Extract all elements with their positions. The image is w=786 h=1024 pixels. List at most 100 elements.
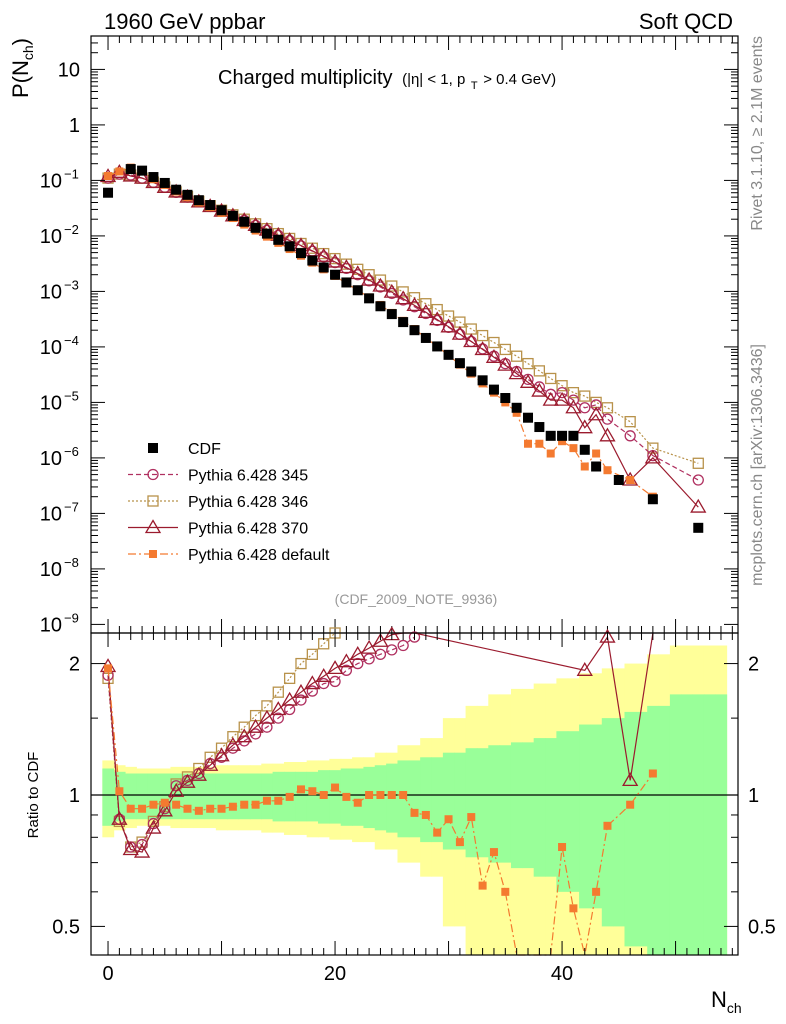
p345-point (556, 386, 568, 399)
legend-marker (149, 550, 157, 558)
p370-point (542, 391, 559, 406)
rdef-point (149, 800, 158, 809)
cdf-point (420, 332, 431, 343)
inner-band (545, 738, 557, 877)
p346-point (386, 280, 398, 292)
rdef-point (467, 813, 476, 822)
rdef-point (421, 810, 430, 819)
rdef-point (569, 904, 578, 913)
r346-point (283, 672, 296, 685)
inner-band (272, 771, 285, 822)
inner-band (624, 711, 637, 947)
y-tick-label: 10 (58, 59, 80, 81)
rdef-point (240, 800, 249, 809)
r345-point (386, 644, 398, 656)
rdef-point (172, 800, 181, 809)
legend-label: Pythia 6.428 346 (188, 494, 308, 511)
p346-point (397, 286, 409, 298)
plot-title: Charged multiplicity (|η| < 1, p T > 0.4… (218, 67, 556, 94)
cdf-point (568, 430, 579, 441)
inner-band (215, 773, 228, 820)
p370-point (497, 356, 514, 371)
cdf-point (443, 349, 454, 360)
rdef-point (104, 664, 113, 673)
p370-point (315, 247, 332, 262)
upper-ylabel: P(Nch) (8, 38, 36, 98)
xlabel: Nch (711, 987, 742, 1016)
legend-label: Pythia 6.428 370 (188, 521, 308, 538)
legend-label: CDF (188, 441, 221, 458)
inner-band (227, 773, 240, 820)
cdf-point (579, 444, 590, 455)
p370-point (565, 399, 582, 414)
r370-point (213, 747, 230, 762)
p370-point (599, 427, 616, 442)
cdf-point (103, 187, 114, 198)
pdef-point (603, 466, 612, 475)
r345-point (329, 675, 341, 688)
rdef-point (126, 804, 135, 813)
cdf-point (171, 184, 182, 195)
inner-band (510, 742, 523, 869)
p370-point (690, 498, 707, 513)
inner-band (306, 771, 319, 822)
rdef-point (489, 848, 498, 857)
y-tick-exponent: −6 (64, 444, 79, 459)
inner-band (715, 694, 728, 955)
rdef-point (138, 804, 147, 813)
cdf-point (159, 177, 170, 188)
ratio-tick-label: 1 (69, 785, 80, 807)
pdef-point (104, 172, 113, 181)
cdf-point (182, 189, 193, 200)
inner-band (102, 768, 115, 826)
p370-point (440, 318, 457, 333)
p370-point (463, 333, 480, 348)
r370-point (179, 773, 196, 788)
rdef-point (399, 790, 408, 799)
r345-point (374, 648, 387, 660)
cdf-point (307, 255, 318, 266)
p346-point (692, 457, 704, 469)
y-tick-label: 10 (40, 448, 62, 470)
cdf-point (432, 341, 443, 352)
group-label: Soft QCD (639, 9, 733, 34)
inner-band (647, 705, 660, 955)
inner-band (442, 752, 455, 850)
r370-point (360, 639, 378, 654)
rdef-point (206, 804, 215, 813)
cdf-point (534, 422, 545, 433)
r370-point (156, 802, 173, 817)
p346-point (476, 329, 489, 342)
p346-point (352, 263, 364, 275)
inner-band (352, 768, 364, 826)
lower-panel: 0.5 0.51 12 20 20 40 Ratio to CDF Nch (25, 626, 776, 1016)
inner-band (692, 694, 705, 955)
y-tick-label: 10 (40, 281, 62, 303)
cdf-point (137, 165, 148, 176)
pdef-point (512, 408, 521, 417)
rdef-point (455, 838, 464, 847)
x-tick-label: 40 (551, 963, 573, 985)
p370-point (474, 341, 491, 356)
rdef-point (387, 790, 396, 799)
rdef-point (274, 796, 283, 805)
ratio-tick-label: 0.5 (52, 916, 80, 938)
inner-band (238, 773, 251, 820)
cdf-point (693, 522, 704, 533)
inner-band (329, 770, 342, 824)
cdf-point (261, 228, 272, 239)
r370-point (599, 628, 616, 643)
p370-point (553, 391, 571, 406)
pdef-point (626, 475, 635, 484)
p370-point (349, 265, 366, 280)
inner-band (567, 731, 580, 892)
p346-point (522, 357, 534, 370)
ratio-tick-label-right: 1 (748, 785, 759, 807)
cdf-point (454, 358, 465, 369)
r370-point (247, 718, 264, 733)
inner-band (454, 752, 467, 850)
pdef-point (558, 437, 567, 446)
r370-point (258, 709, 276, 724)
inner-band (465, 748, 478, 858)
p346-point (601, 402, 614, 414)
